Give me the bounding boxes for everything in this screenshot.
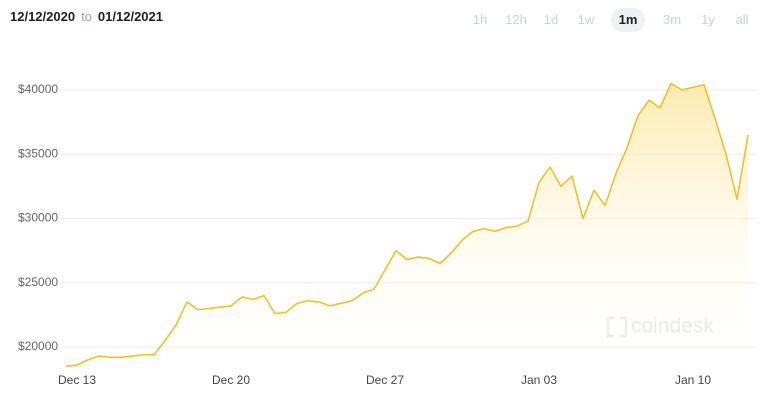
x-tick-label: Dec 13 xyxy=(58,373,96,387)
range-selector: 1h 12h 1d 1w 1m 3m 1y all xyxy=(0,0,770,40)
x-tick-label: Dec 27 xyxy=(366,373,404,387)
y-tick-label: $30000 xyxy=(18,211,58,225)
range-button[interactable]: 12h xyxy=(505,12,527,27)
x-tick-label: Jan 03 xyxy=(521,373,557,387)
date-from: 12/12/2020 xyxy=(10,9,76,24)
date-range: 12/12/2020 to 01/12/2021 xyxy=(10,9,163,24)
y-tick-label: $40000 xyxy=(18,82,58,96)
y-tick-label: $35000 xyxy=(18,146,58,160)
date-separator: to xyxy=(81,9,92,24)
range-button[interactable]: 1y xyxy=(701,12,715,27)
range-button[interactable]: 1m xyxy=(611,8,645,32)
range-button[interactable]: 1h xyxy=(472,12,488,27)
x-tick-label: Jan 10 xyxy=(675,373,711,387)
range-button[interactable]: 3m xyxy=(662,12,682,27)
price-area xyxy=(66,83,748,368)
date-to: 01/12/2021 xyxy=(97,9,163,24)
range-button[interactable]: 1d xyxy=(543,12,559,27)
y-tick-label: $25000 xyxy=(18,275,58,289)
range-button[interactable]: all xyxy=(735,12,749,27)
price-line xyxy=(65,82,749,368)
range-button[interactable]: 1w xyxy=(577,12,595,27)
y-tick-label: $20000 xyxy=(18,339,58,353)
x-tick-label: Dec 20 xyxy=(212,373,250,387)
